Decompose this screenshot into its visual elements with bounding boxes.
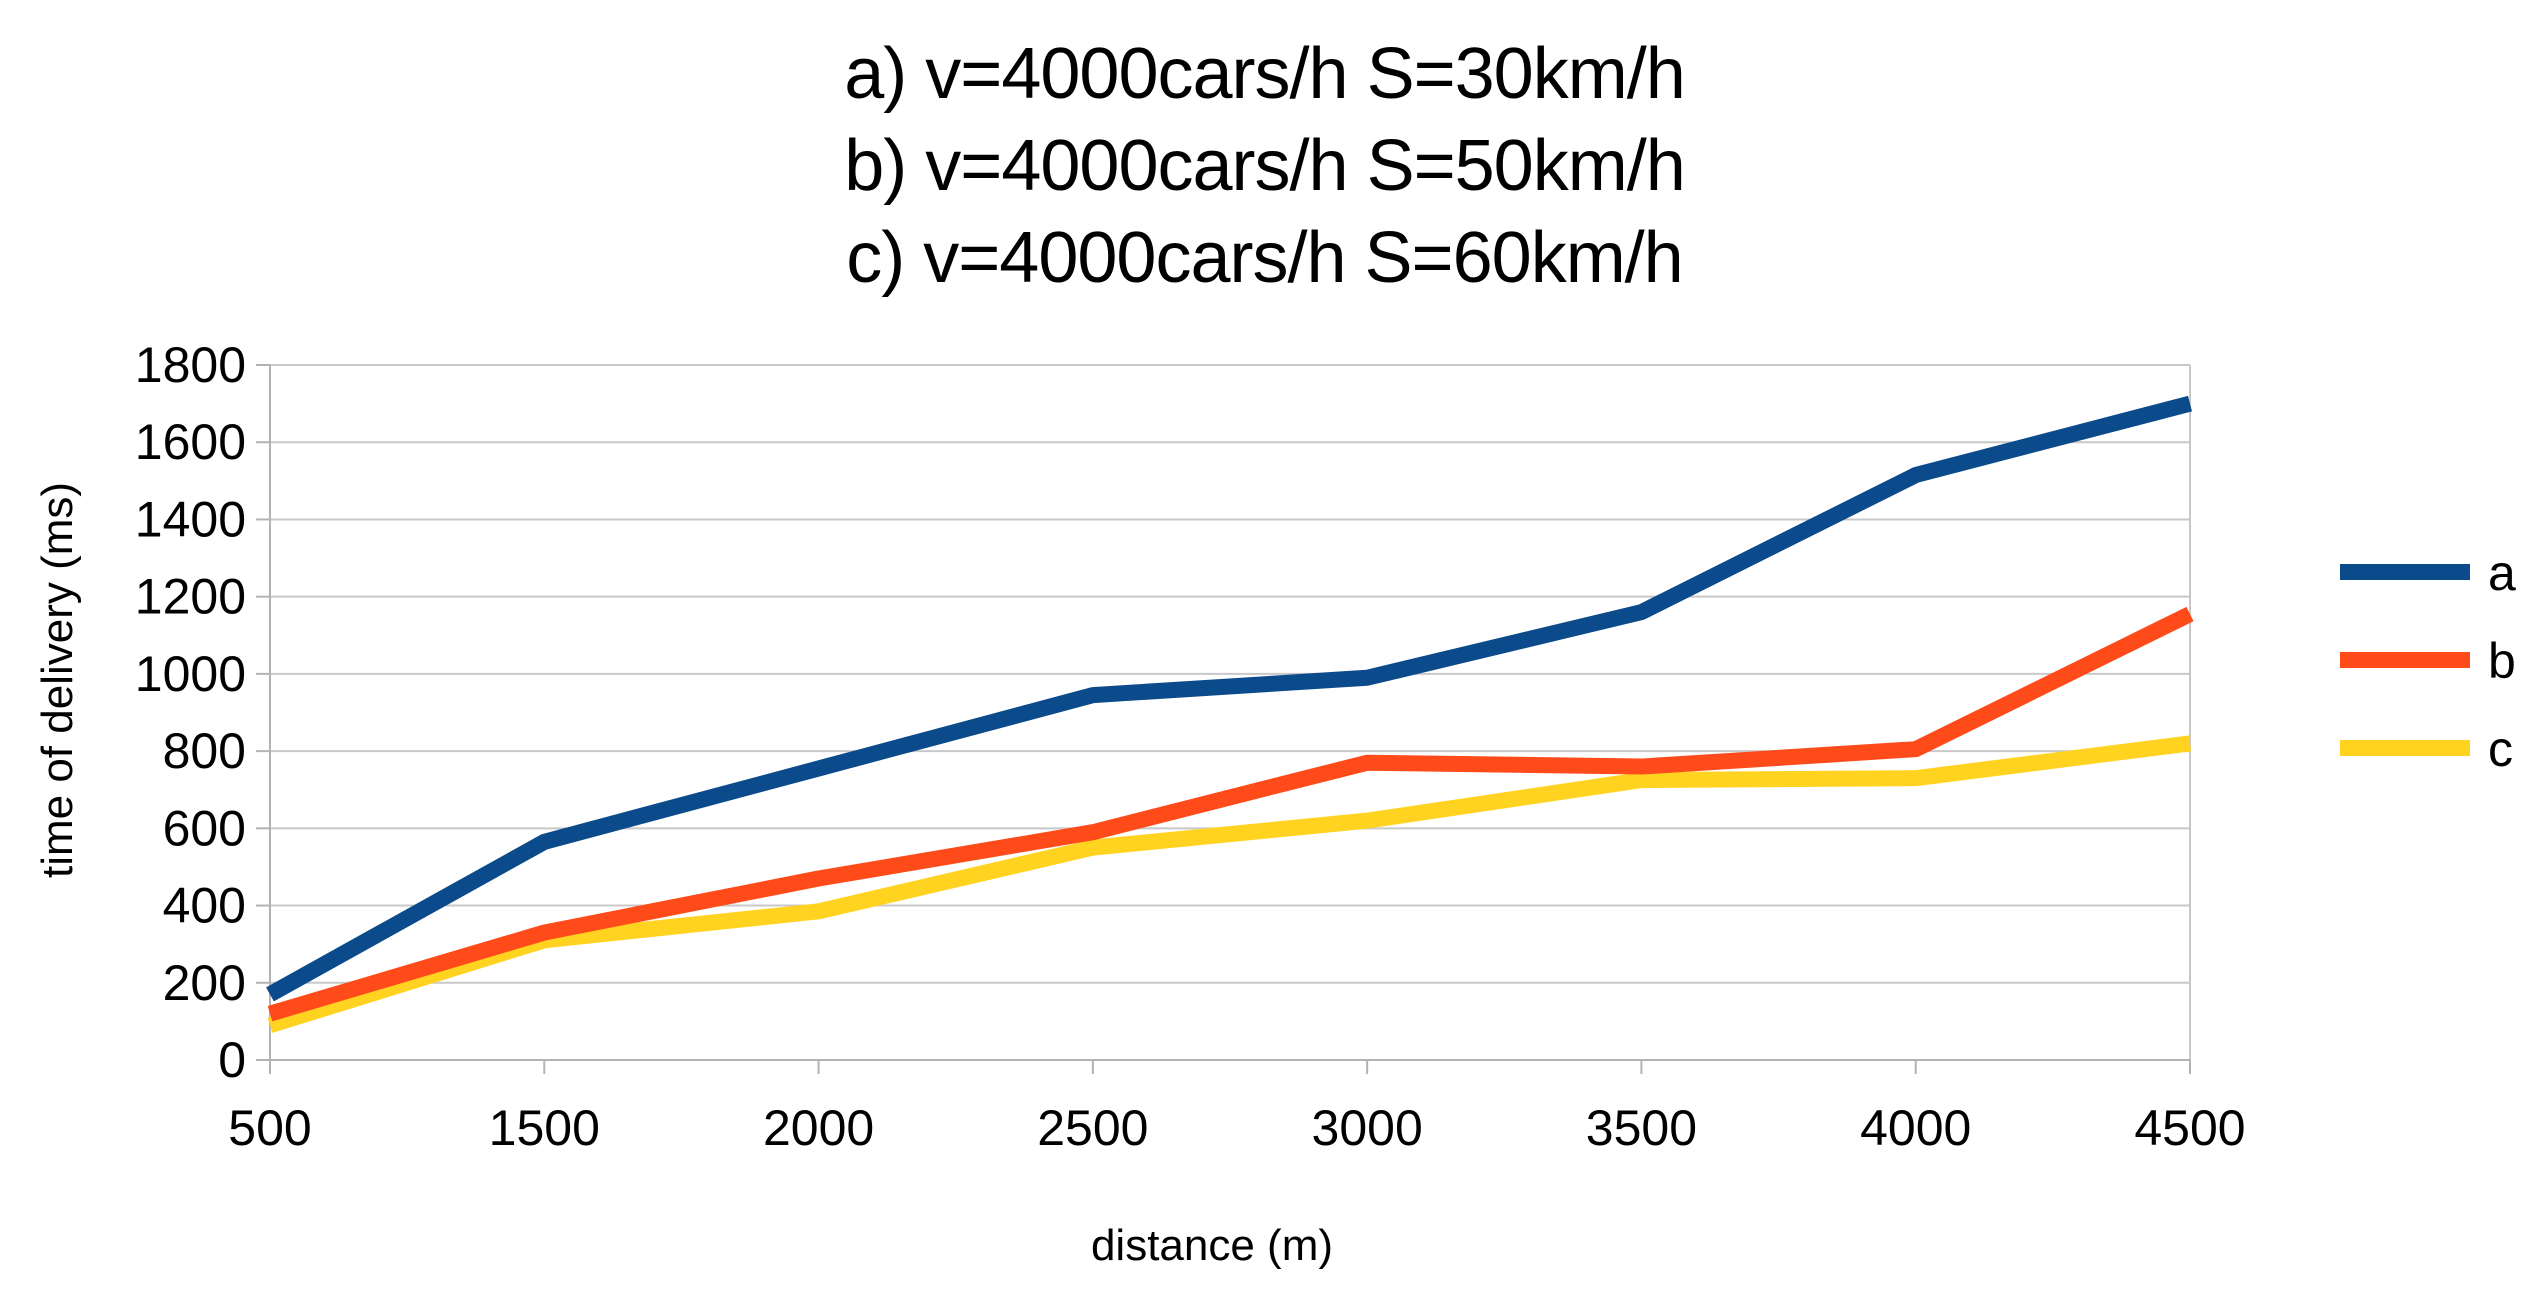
x-tick-label: 3500 xyxy=(1586,1100,1697,1156)
series-line-b xyxy=(267,606,2194,1022)
legend-label-b: b xyxy=(2488,633,2516,689)
y-tick-label: 800 xyxy=(163,723,246,779)
legend-label-c: c xyxy=(2488,721,2513,777)
series-line-a xyxy=(266,395,2193,1002)
x-tick-label: 2000 xyxy=(763,1100,874,1156)
x-axis-title: distance (m) xyxy=(1091,1221,1333,1270)
series-line-c xyxy=(267,735,2192,1033)
y-tick-label: 600 xyxy=(163,800,246,856)
axes xyxy=(256,364,2191,1074)
y-axis-title: time of delivery (ms) xyxy=(33,482,82,878)
title-line-a: a) v=4000cars/h S=30km/h xyxy=(844,34,1686,114)
y-tick-label: 1400 xyxy=(135,491,246,547)
chart-title: a) v=4000cars/h S=30km/h b) v=4000cars/h… xyxy=(0,28,2529,304)
x-tick-label: 4500 xyxy=(2134,1100,2245,1156)
y-tick-label: 1800 xyxy=(135,337,246,393)
y-tick-label: 400 xyxy=(163,878,246,934)
gridlines xyxy=(270,364,2191,1061)
y-tick-label: 0 xyxy=(218,1032,246,1088)
x-tick-label: 1500 xyxy=(489,1100,600,1156)
x-tick-label: 3000 xyxy=(1312,1100,1423,1156)
y-tick-label: 200 xyxy=(163,955,246,1011)
y-tick-label: 1600 xyxy=(135,414,246,470)
x-tick-label: 500 xyxy=(228,1100,311,1156)
x-tick-label: 4000 xyxy=(1860,1100,1971,1156)
y-tick-labels: 0 200 400 600 800 1000 1200 1400 1600 1800 xyxy=(135,337,246,1088)
x-tick-label: 2500 xyxy=(1037,1100,1148,1156)
legend-label-a: a xyxy=(2488,545,2516,601)
x-tick-labels: 500 1500 2000 2500 3000 3500 4000 4500 xyxy=(228,1100,2245,1156)
y-tick-label: 1200 xyxy=(135,569,246,625)
title-line-b: b) v=4000cars/h S=50km/h xyxy=(844,126,1686,206)
y-tick-label: 1000 xyxy=(135,646,246,702)
legend: abc xyxy=(2340,545,2516,777)
series-lines xyxy=(266,395,2194,1033)
title-line-c: c) v=4000cars/h S=60km/h xyxy=(846,218,1683,298)
